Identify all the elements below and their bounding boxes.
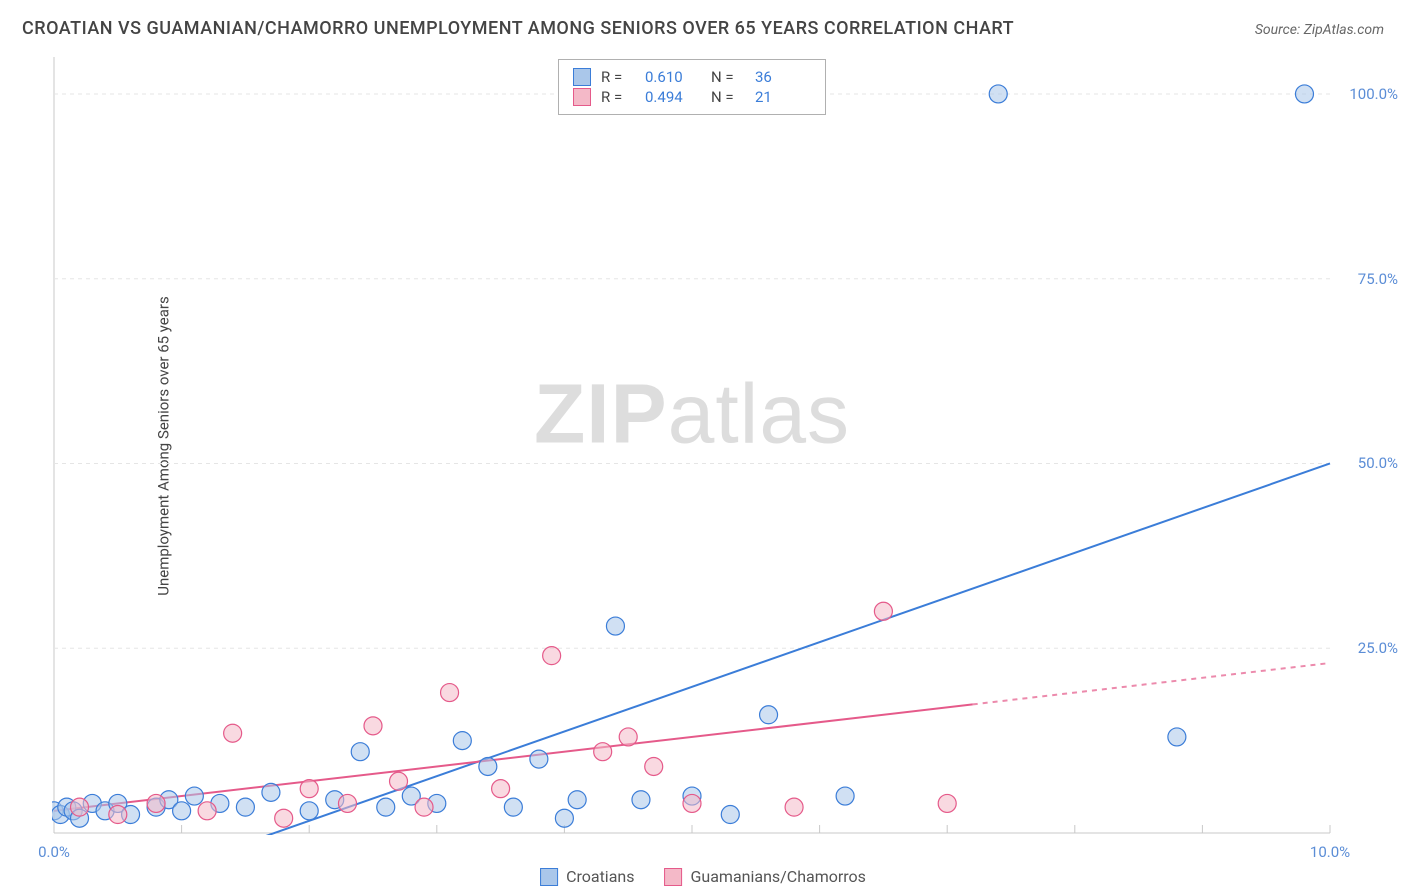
legend-n-label: N = [711, 88, 745, 106]
legend-series-label: Croatians [566, 867, 634, 886]
legend-n-label: N = [711, 68, 745, 86]
legend-r-value: 0.494 [645, 88, 701, 106]
legend-swatch [540, 868, 558, 886]
legend-stat-row: R = 0.494 N = 21 [573, 88, 811, 106]
y-tick-label: 50.0% [1358, 454, 1398, 472]
legend-series-item: Guamanians/Chamorros [665, 867, 866, 886]
legend-swatch [665, 868, 683, 886]
x-tick-label: 0.0% [38, 843, 70, 861]
legend-stat-row: R = 0.610 N = 36 [573, 68, 811, 86]
legend-series: Croatians Guamanians/Chamorros [540, 867, 866, 886]
legend-stats: R = 0.610 N = 36 R = 0.494 N = 21 [558, 59, 826, 115]
legend-n-value: 21 [755, 88, 811, 106]
x-tick-label: 10.0% [1310, 843, 1350, 861]
legend-swatch [573, 88, 591, 106]
chart-title: CROATIAN VS GUAMANIAN/CHAMORRO UNEMPLOYM… [22, 18, 1014, 39]
legend-series-item: Croatians [540, 867, 634, 886]
chart-svg [52, 55, 1332, 835]
legend-n-value: 36 [755, 68, 811, 86]
source-label: Source: ZipAtlas.com [1255, 22, 1384, 38]
legend-r-value: 0.610 [645, 68, 701, 86]
y-tick-label: 25.0% [1358, 639, 1398, 657]
chart-area: ZIPatlas R =0.610N =36R =0.494N =21 25.0… [52, 55, 1332, 835]
legend-r-label: R = [601, 88, 635, 106]
legend-swatch [573, 68, 591, 86]
legend-series-label: Guamanians/Chamorros [691, 867, 866, 886]
y-tick-label: 100.0% [1349, 85, 1398, 103]
legend-r-label: R = [601, 68, 635, 86]
y-tick-label: 75.0% [1358, 270, 1398, 288]
